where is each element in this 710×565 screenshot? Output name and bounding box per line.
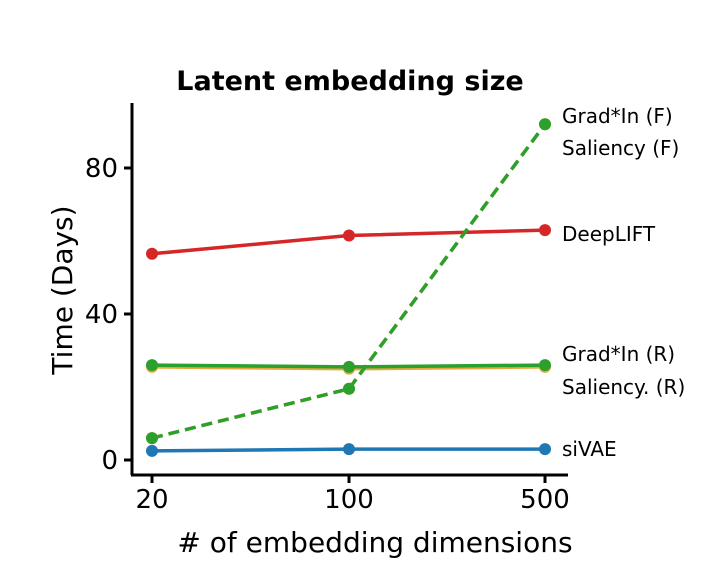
x-tick-label: 20	[135, 485, 168, 515]
data-point	[343, 229, 355, 242]
y-axis-label: Time (Days)	[46, 205, 79, 375]
y-tick-label: 40	[85, 300, 118, 330]
data-point	[539, 359, 551, 372]
data-point	[146, 247, 158, 260]
y-tick-label: 80	[85, 154, 118, 184]
series-label-group: Grad*In (F) Saliency (F) DeepLIFT Grad*In (…	[562, 104, 685, 461]
chart-title: Latent embedding size	[176, 66, 523, 97]
y-tick-group: 0 40 80	[85, 154, 132, 476]
series-end-label: Saliency. (R)	[562, 375, 685, 399]
series-end-label: Saliency (F)	[562, 136, 679, 160]
data-point	[146, 444, 158, 457]
data-point	[343, 360, 355, 373]
x-axis-label: # of embedding dimensions	[177, 526, 572, 559]
data-point	[343, 382, 355, 395]
series-end-label: Grad*In (F)	[562, 104, 673, 128]
data-point	[539, 118, 551, 131]
data-point	[146, 359, 158, 372]
points-group	[146, 118, 551, 457]
data-point	[146, 432, 158, 445]
series-end-label: DeepLIFT	[562, 222, 656, 246]
data-point	[539, 443, 551, 456]
data-point	[539, 224, 551, 237]
series-end-label: Grad*In (R)	[562, 342, 675, 366]
series-group	[151, 123, 547, 453]
x-tick-group: 20 100 500	[135, 475, 570, 515]
x-tick-label: 100	[324, 485, 374, 515]
y-tick-label: 0	[101, 446, 118, 476]
x-tick-label: 500	[520, 485, 570, 515]
series-end-label: siVAE	[562, 437, 617, 461]
data-point	[343, 443, 355, 456]
